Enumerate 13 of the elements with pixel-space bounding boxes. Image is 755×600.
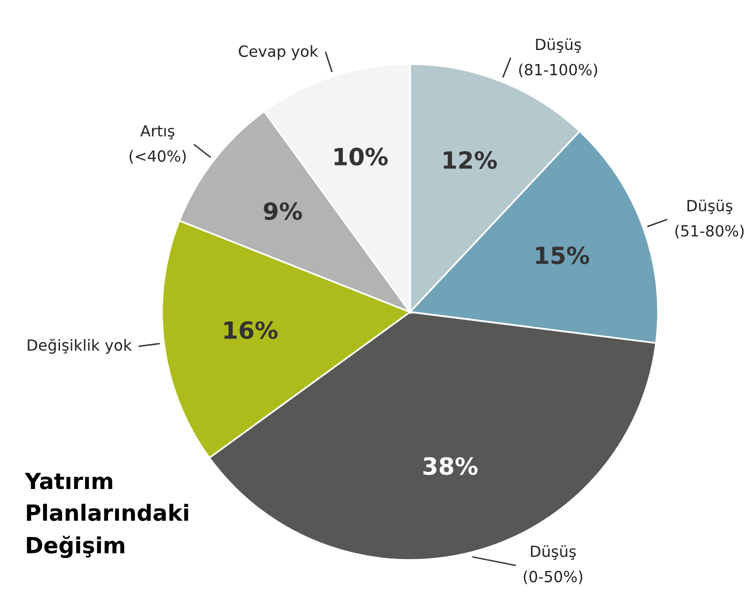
slice-label: Düşüş (81-100%) bbox=[519, 38, 598, 78]
data-label: 38% bbox=[423, 457, 478, 475]
text: Yatırım Planlarındaki Değişim bbox=[24, 472, 188, 558]
slice-label: Cevap yok bbox=[238, 45, 318, 60]
data-label: 15% bbox=[536, 246, 590, 264]
data-label: 16% bbox=[224, 321, 278, 340]
slice-label: Düşüş (51-80%) bbox=[675, 200, 744, 238]
data-label: 12% bbox=[444, 151, 497, 169]
slice-label: Artış (<40%) bbox=[130, 125, 186, 164]
slice-label: Değişiklik yok bbox=[28, 338, 132, 354]
data-label: 10% bbox=[334, 148, 388, 166]
slice-label: Düşüş (0-50%) bbox=[524, 545, 582, 584]
data-label: 9% bbox=[264, 202, 302, 220]
